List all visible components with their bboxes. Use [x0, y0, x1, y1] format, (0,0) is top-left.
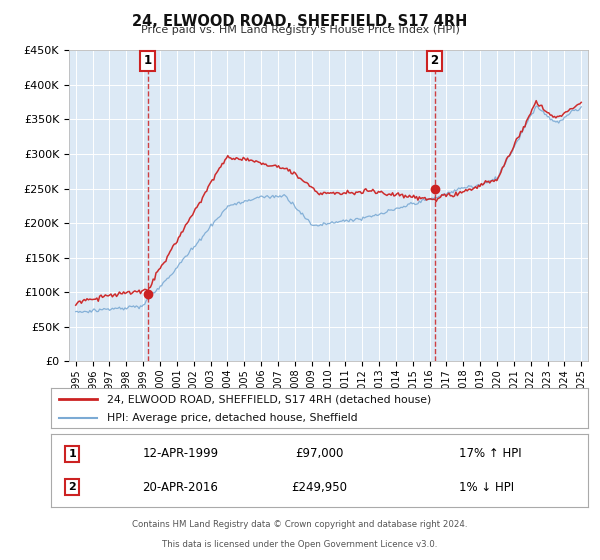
Text: 12-APR-1999: 12-APR-1999 — [142, 447, 218, 460]
Text: Price paid vs. HM Land Registry's House Price Index (HPI): Price paid vs. HM Land Registry's House … — [140, 25, 460, 35]
Text: This data is licensed under the Open Government Licence v3.0.: This data is licensed under the Open Gov… — [163, 540, 437, 549]
Text: 24, ELWOOD ROAD, SHEFFIELD, S17 4RH (detached house): 24, ELWOOD ROAD, SHEFFIELD, S17 4RH (det… — [107, 394, 431, 404]
Text: 20-APR-2016: 20-APR-2016 — [142, 480, 218, 494]
Text: 2: 2 — [431, 54, 439, 67]
Text: 1: 1 — [68, 449, 76, 459]
Text: £97,000: £97,000 — [295, 447, 344, 460]
Text: Contains HM Land Registry data © Crown copyright and database right 2024.: Contains HM Land Registry data © Crown c… — [132, 520, 468, 529]
Text: 17% ↑ HPI: 17% ↑ HPI — [459, 447, 522, 460]
Text: HPI: Average price, detached house, Sheffield: HPI: Average price, detached house, Shef… — [107, 413, 358, 423]
Text: 24, ELWOOD ROAD, SHEFFIELD, S17 4RH: 24, ELWOOD ROAD, SHEFFIELD, S17 4RH — [133, 14, 467, 29]
Text: £249,950: £249,950 — [292, 480, 347, 494]
Text: 1: 1 — [144, 54, 152, 67]
Text: 1% ↓ HPI: 1% ↓ HPI — [459, 480, 514, 494]
Text: 2: 2 — [68, 482, 76, 492]
